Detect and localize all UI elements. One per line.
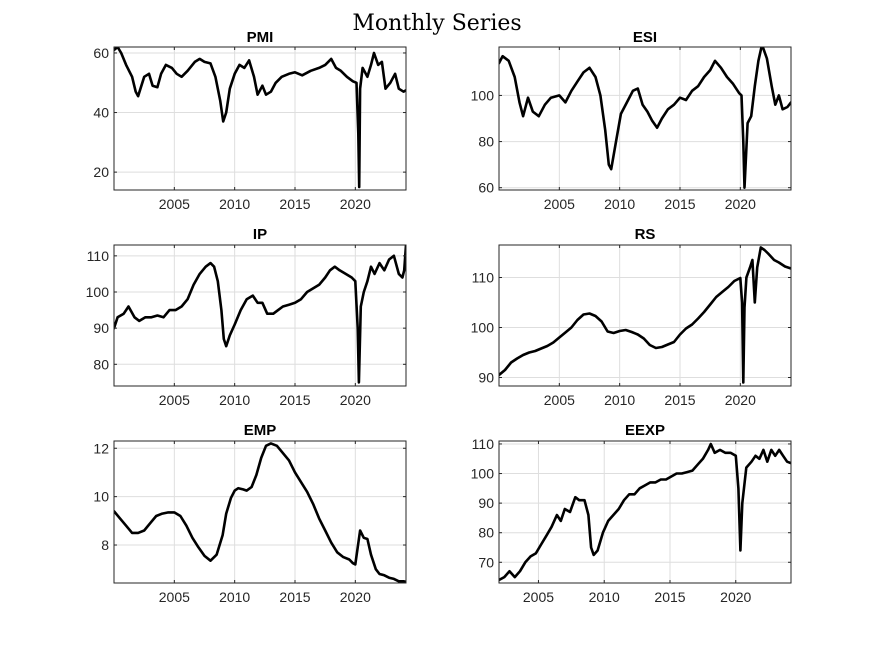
panel-title: ESI bbox=[633, 29, 657, 46]
x-tick-label: 2020 bbox=[340, 392, 371, 408]
y-tick-label: 100 bbox=[86, 284, 110, 300]
y-tick-label: 90 bbox=[478, 495, 494, 511]
y-tick-label: 12 bbox=[93, 440, 109, 456]
series-line-emp bbox=[114, 442, 406, 583]
x-tick-label: 2015 bbox=[664, 392, 695, 408]
x-tick-label: 2010 bbox=[219, 392, 250, 408]
panel-emp: EMP 2005 2010 2015 2020 8 10 12 bbox=[93, 422, 407, 605]
axes-box bbox=[498, 440, 792, 584]
plot-area bbox=[499, 47, 791, 190]
panel-ip: IP 2005 2010 2015 2020 80 90 100 110 bbox=[86, 226, 407, 408]
x-tick-label: 2015 bbox=[654, 589, 685, 605]
x-tick-label: 2005 bbox=[159, 392, 190, 408]
panel-title: EMP bbox=[244, 422, 277, 439]
x-tick-label: 2020 bbox=[340, 589, 371, 605]
panel-esi: ESI 2005 2010 2015 2020 60 80 100 bbox=[471, 29, 792, 212]
x-tick-label: 2010 bbox=[604, 392, 635, 408]
x-tick-label: 2015 bbox=[664, 196, 695, 212]
y-tick-label: 8 bbox=[101, 537, 109, 553]
axes-box bbox=[113, 440, 407, 584]
panel-title: IP bbox=[253, 226, 267, 243]
y-tick-label: 80 bbox=[478, 134, 494, 150]
y-tick-label: 90 bbox=[93, 320, 109, 336]
y-tick-label: 60 bbox=[478, 180, 494, 196]
x-tick-label: 2015 bbox=[279, 589, 310, 605]
y-tick-label: 10 bbox=[93, 489, 109, 505]
series-line-pmi bbox=[114, 47, 406, 189]
x-tick-label: 2020 bbox=[720, 589, 751, 605]
y-tick-label: 100 bbox=[471, 87, 495, 103]
y-tick-label: 110 bbox=[472, 436, 495, 452]
y-tick-label: 100 bbox=[471, 320, 495, 336]
axes-box bbox=[113, 46, 407, 191]
x-tick-label: 2015 bbox=[279, 392, 310, 408]
y-tick-label: 80 bbox=[93, 356, 109, 372]
y-tick-label: 110 bbox=[472, 270, 495, 286]
x-tick-label: 2010 bbox=[219, 196, 250, 212]
figure-title: Monthly Series bbox=[352, 11, 521, 36]
panel-title: RS bbox=[635, 226, 656, 243]
series-line-eexp bbox=[499, 442, 791, 582]
y-tick-label: 60 bbox=[93, 45, 109, 61]
series-line-esi bbox=[499, 47, 791, 189]
y-tick-label: 100 bbox=[471, 466, 495, 482]
x-tick-label: 2020 bbox=[725, 392, 756, 408]
x-tick-label: 2020 bbox=[340, 196, 371, 212]
x-tick-label: 2010 bbox=[604, 196, 635, 212]
x-tick-label: 2005 bbox=[159, 196, 190, 212]
y-tick-label: 90 bbox=[478, 370, 494, 386]
x-tick-label: 2015 bbox=[279, 196, 310, 212]
plot-area bbox=[499, 245, 791, 386]
panel-eexp: EEXP 2005 2010 2015 2020 70 80 90 100 110 bbox=[471, 422, 792, 605]
panel-rs: RS 2005 2010 2015 2020 90 100 110 bbox=[471, 226, 792, 408]
series-line-rs bbox=[499, 246, 791, 384]
panel-title: PMI bbox=[247, 29, 274, 46]
x-tick-label: 2005 bbox=[523, 589, 554, 605]
y-tick-label: 40 bbox=[93, 105, 109, 121]
series-line-ip bbox=[114, 245, 406, 384]
y-tick-label: 70 bbox=[478, 554, 494, 570]
y-tick-label: 20 bbox=[93, 164, 109, 180]
x-tick-label: 2020 bbox=[725, 196, 756, 212]
y-tick-label: 80 bbox=[478, 525, 494, 541]
panel-title: EEXP bbox=[625, 422, 665, 439]
x-tick-label: 2010 bbox=[219, 589, 250, 605]
axes-box bbox=[498, 244, 792, 387]
x-tick-label: 2005 bbox=[159, 589, 190, 605]
plot-area bbox=[499, 441, 791, 583]
y-tick-label: 110 bbox=[87, 248, 110, 264]
x-tick-label: 2010 bbox=[589, 589, 620, 605]
x-tick-label: 2005 bbox=[544, 392, 575, 408]
axes-box bbox=[498, 46, 792, 191]
axes-box bbox=[113, 244, 407, 387]
x-tick-label: 2005 bbox=[544, 196, 575, 212]
